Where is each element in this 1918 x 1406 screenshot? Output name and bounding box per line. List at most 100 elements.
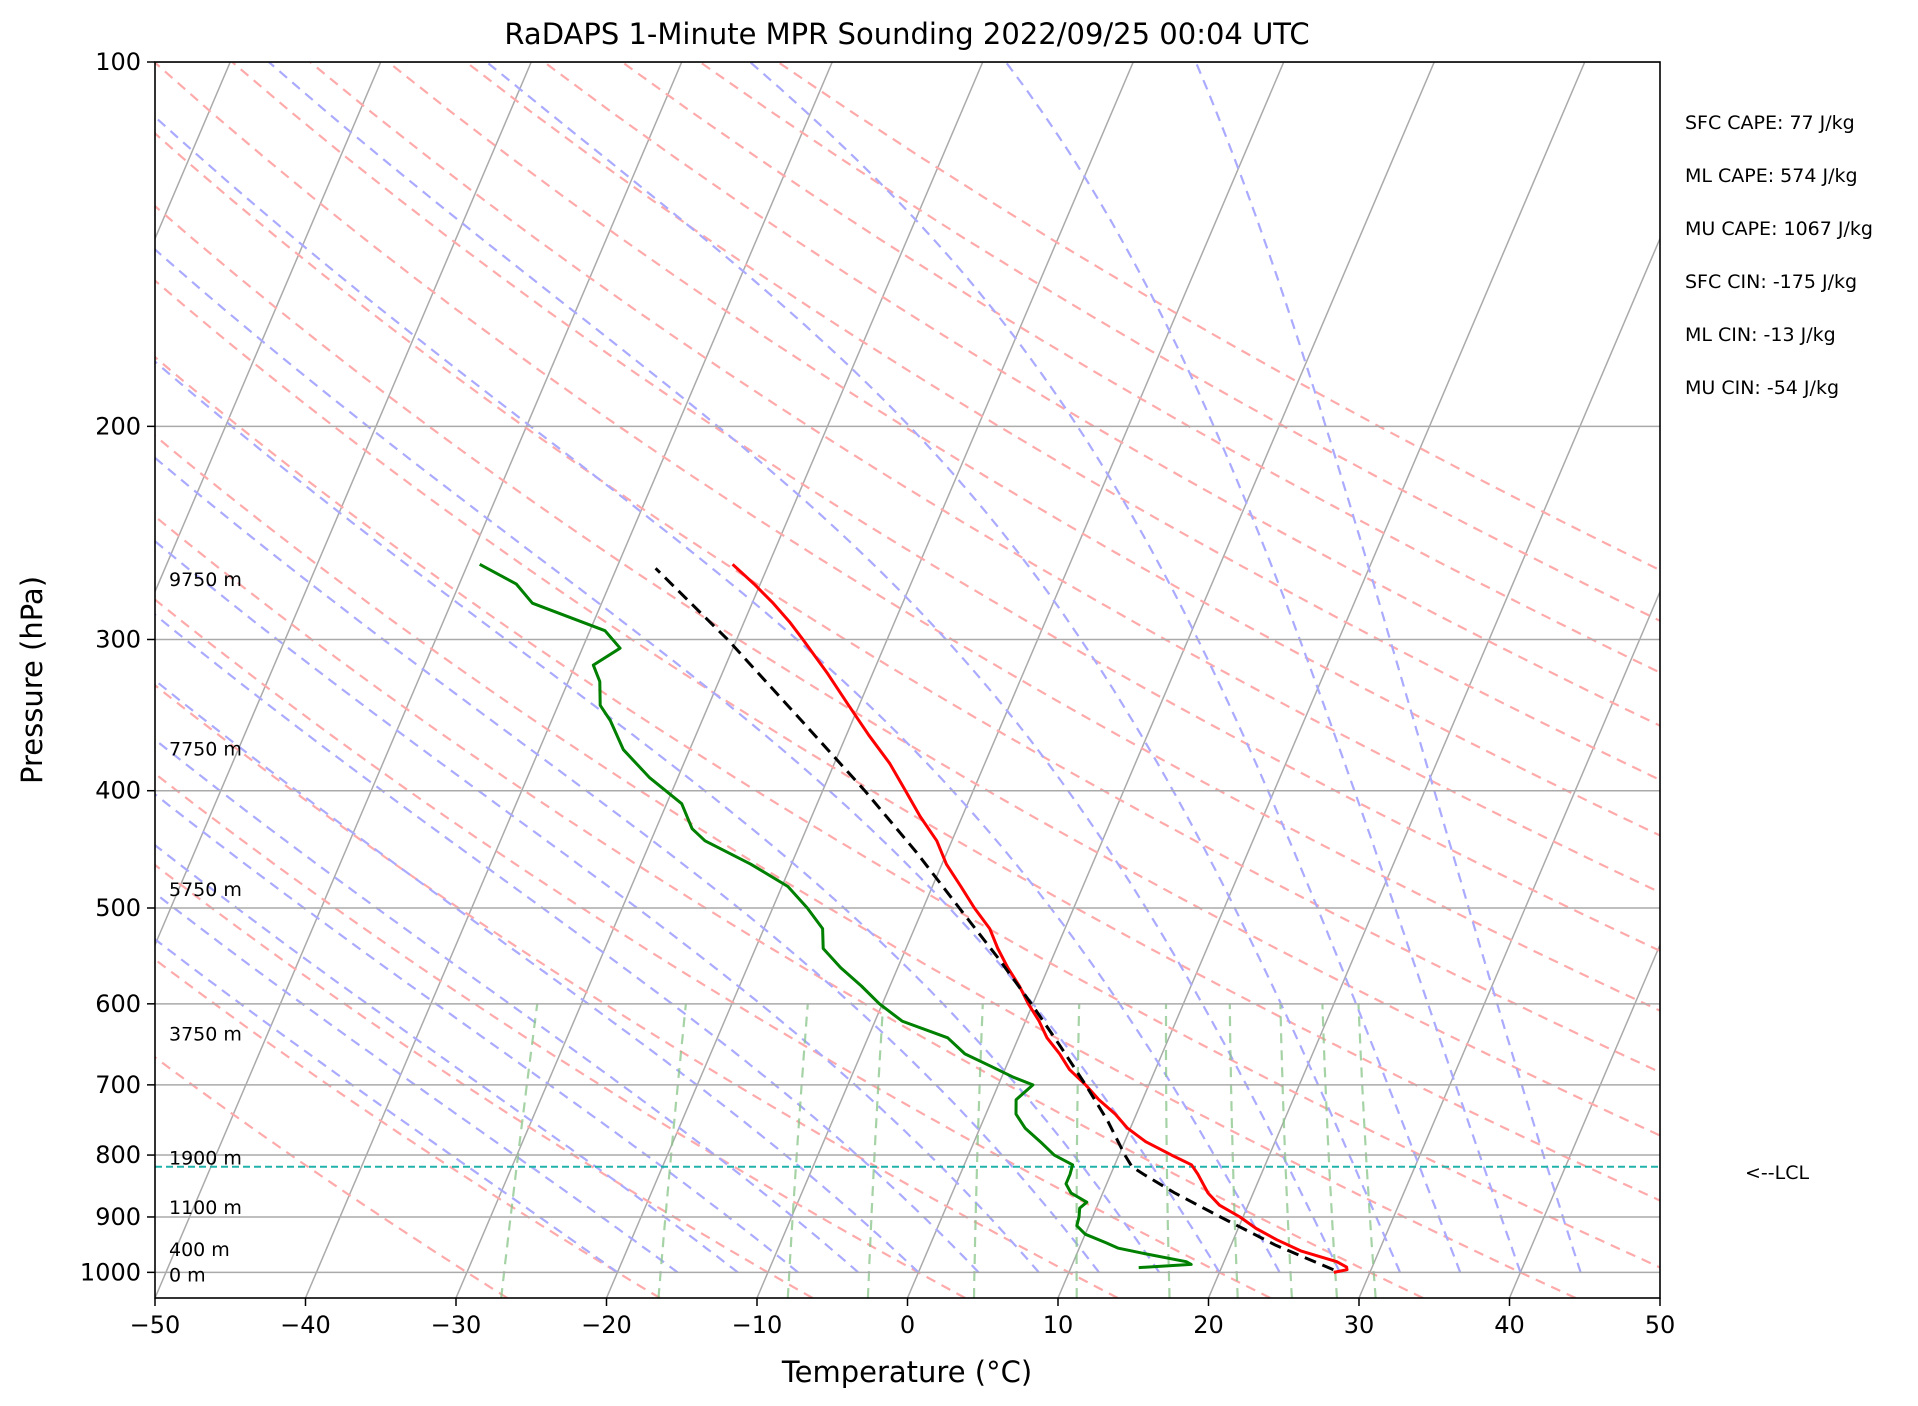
- temperature-trace: [731, 563, 1349, 1274]
- x-tick-label: 50: [1645, 1311, 1676, 1339]
- height-label: 7750 m: [169, 739, 242, 761]
- moist-adiabat-line: [749, 62, 1462, 1273]
- moist-adiabat-line: [155, 738, 859, 1274]
- y-tick-label: 700: [95, 1071, 141, 1099]
- chart-title: RaDAPS 1-Minute MPR Sounding 2022/09/25 …: [504, 17, 1309, 51]
- height-label: 1100 m: [169, 1197, 242, 1219]
- mixing-ratio-line: [972, 1003, 984, 1298]
- dry-adiabat-line: [465, 62, 1660, 782]
- moist-adiabat-line: [155, 792, 799, 1274]
- dry-adiabat-line: [155, 772, 966, 1298]
- mixing-ratio-line: [786, 1003, 809, 1298]
- mixing-ratio-line: [1357, 1003, 1377, 1298]
- mixing-ratio-line: [657, 1003, 687, 1298]
- dry-adiabat-line: [155, 131, 1660, 1074]
- y-axis-title: Pressure (hPa): [15, 576, 49, 784]
- isotherm-line: [756, 62, 1285, 1298]
- isotherm-line: [155, 62, 683, 1298]
- y-axis-ticks: 100 200 300 400 500 600 700 800 900 1000: [80, 48, 155, 1286]
- dry-adiabat-line: [155, 355, 1660, 1269]
- x-tick-label: −10: [732, 1311, 783, 1339]
- stat-line: SFC CIN: -175 J/kg: [1685, 271, 1857, 293]
- pressure-grid: [155, 62, 1660, 1274]
- x-tick-label: 0: [900, 1311, 915, 1339]
- dry-adiabat-line: [387, 62, 1660, 837]
- y-tick-label: 800: [95, 1141, 141, 1169]
- isotherm-line: [906, 62, 1435, 1298]
- x-axis-ticks: −50 −40 −30 −20 −10 0 10 20 30 40 50: [130, 1298, 1676, 1339]
- dry-adiabat-line: [777, 62, 1660, 572]
- x-tick-label: −30: [431, 1311, 482, 1339]
- height-label: 3750 m: [169, 1023, 242, 1045]
- stat-line: MU CIN: -54 J/kg: [1685, 377, 1839, 399]
- dewpoint-trace: [478, 562, 1193, 1270]
- isotherm-line: [605, 62, 1134, 1298]
- moist-adiabat-line: [155, 678, 920, 1274]
- isotherm-line: [1358, 589, 1660, 1298]
- moist-adiabat-line: [485, 62, 1402, 1273]
- height-label: 9750 m: [169, 569, 242, 591]
- y-tick-label: 400: [95, 777, 141, 805]
- moist-adiabat-line: [155, 891, 679, 1274]
- moist-adiabat-line: [155, 613, 980, 1274]
- isotherm-line: [1057, 62, 1586, 1298]
- x-tick-label: −20: [581, 1311, 632, 1339]
- isotherm-line: [455, 62, 984, 1298]
- x-tick-label: −40: [280, 1311, 331, 1339]
- mixing-ratio-line: [1228, 1003, 1239, 1298]
- moist-adiabat-line: [155, 539, 1040, 1274]
- height-label: 1900 m: [169, 1147, 242, 1169]
- stat-line: MU CAPE: 1067 J/kg: [1685, 218, 1873, 240]
- lcl-label: <--LCL: [1745, 1162, 1809, 1184]
- x-tick-label: −50: [130, 1311, 181, 1339]
- moist-adiabat-line: [155, 456, 1100, 1274]
- stat-line: ML CIN: -13 J/kg: [1685, 324, 1836, 346]
- dry-adiabat-line: [699, 62, 1660, 623]
- height-labels: 0 m 400 m 1100 m 1900 m 3750 m 5750 m 7750 m 97…: [169, 569, 242, 1286]
- dry-adiabat-line: [155, 598, 1271, 1298]
- dry-adiabat-line: [155, 62, 1660, 1012]
- dry-adiabat-line: [155, 515, 1424, 1298]
- y-tick-label: 100: [95, 48, 141, 76]
- background-lines: [155, 62, 1660, 1298]
- isotherm-line: [155, 62, 382, 594]
- parcel-trace: [654, 567, 1334, 1272]
- x-tick-label: 30: [1344, 1311, 1375, 1339]
- moist-adiabat-line: [1004, 62, 1522, 1273]
- stat-line: SFC CAPE: 77 J/kg: [1685, 112, 1855, 134]
- dry-adiabat-line: [155, 279, 1660, 1202]
- dry-adiabat-line: [155, 683, 1119, 1298]
- stat-line: ML CAPE: 574 J/kg: [1685, 165, 1858, 187]
- moist-adiabat-line: [155, 843, 739, 1274]
- height-label: 0 m: [169, 1264, 206, 1286]
- x-axis-title: Temperature (°C): [781, 1355, 1032, 1389]
- x-tick-label: 40: [1494, 1311, 1525, 1339]
- mixing-ratio-line: [1279, 1003, 1293, 1298]
- y-tick-label: 600: [95, 990, 141, 1018]
- stats-panel: SFC CAPE: 77 J/kg ML CAPE: 574 J/kg MU CAP…: [1685, 112, 1873, 399]
- y-tick-label: 500: [95, 894, 141, 922]
- isotherm-line: [1207, 236, 1660, 1298]
- x-tick-label: 10: [1043, 1311, 1074, 1339]
- x-tick-label: 20: [1193, 1311, 1224, 1339]
- y-tick-label: 300: [95, 625, 141, 653]
- mixing-ratio-line: [866, 1003, 885, 1298]
- height-label: 5750 m: [169, 879, 242, 901]
- dry-adiabat-line: [155, 1055, 508, 1298]
- mixing-ratio-line: [1075, 1003, 1081, 1298]
- mixing-ratio-line: [500, 1003, 539, 1298]
- dry-adiabat-line: [621, 62, 1660, 674]
- y-tick-label: 900: [95, 1203, 141, 1231]
- sounding-traces: [478, 562, 1349, 1274]
- isotherm-line: [155, 62, 532, 947]
- dry-adiabat-line: [155, 434, 1577, 1298]
- y-tick-label: 1000: [80, 1258, 141, 1286]
- isotherm-line: [304, 62, 833, 1298]
- height-label: 400 m: [169, 1239, 230, 1261]
- moist-adiabat-line: [1194, 62, 1582, 1273]
- y-tick-label: 200: [95, 412, 141, 440]
- isotherm-line: [1508, 942, 1660, 1298]
- moist-adiabat-line: [155, 360, 1161, 1274]
- mixing-ratio-line: [1321, 1003, 1339, 1298]
